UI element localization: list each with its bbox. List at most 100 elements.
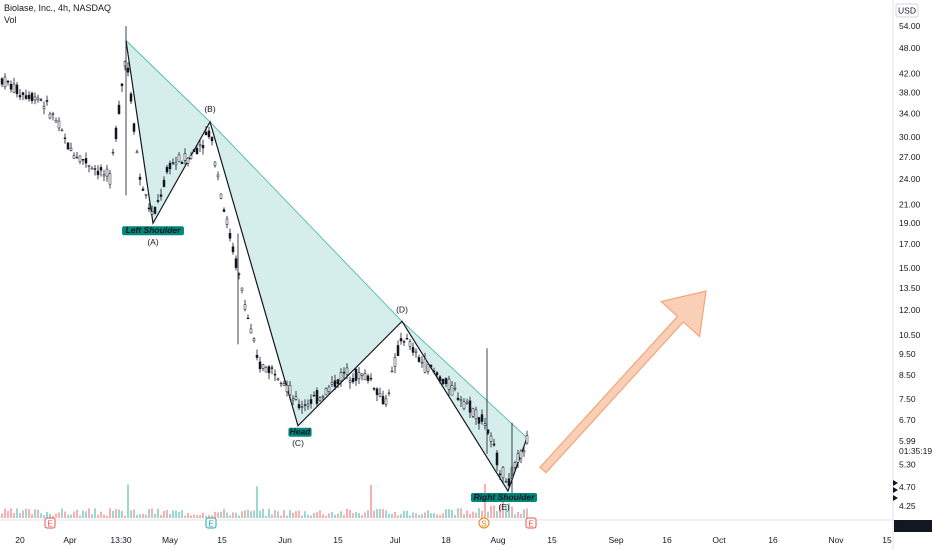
candle-body [270, 367, 274, 369]
pattern-point-label: (A) [147, 237, 159, 247]
volume-bar [181, 510, 183, 518]
volume-bar [343, 514, 345, 518]
axis-marker-icon [893, 480, 898, 486]
event-marker-icon[interactable]: E [205, 517, 217, 529]
candle-body [198, 144, 202, 146]
volume-bar [64, 511, 66, 518]
volume-bar [304, 511, 306, 518]
candle-body [318, 397, 322, 401]
currency-label: USD [898, 6, 916, 16]
candle-body [219, 193, 223, 199]
y-tick-label: 27.00 [899, 152, 921, 162]
candle-body [309, 399, 313, 404]
candle-body [288, 385, 292, 396]
candle-body [327, 386, 331, 392]
candle-body [90, 167, 94, 170]
event-marker-label: E [208, 520, 213, 529]
candle-body [141, 188, 145, 191]
candle-body [357, 372, 361, 380]
candle-body [195, 148, 199, 155]
candle-body [267, 366, 271, 374]
volume-bar [412, 512, 414, 518]
candle-body [393, 357, 397, 368]
candle-body [276, 378, 280, 380]
candle-body [459, 399, 463, 402]
x-tick-label: Nov [828, 535, 844, 545]
currency-selector[interactable] [895, 3, 919, 18]
candle-body [60, 129, 64, 132]
event-marker-icon[interactable]: E [44, 517, 56, 529]
candle-body [411, 347, 415, 353]
candle-body [45, 100, 49, 102]
candle-body [450, 385, 454, 396]
candle-body [174, 162, 178, 166]
candle-body [51, 113, 55, 115]
candle-body [315, 390, 319, 404]
volume-bar [103, 514, 105, 518]
volume-bar [127, 484, 129, 518]
pattern-tag-label: Left Shoulder [126, 225, 181, 235]
event-marker-icon[interactable]: E [525, 517, 537, 529]
volume-bar [472, 511, 474, 518]
volume-bar [241, 511, 243, 518]
candle-body [12, 83, 16, 93]
candle-body [156, 200, 160, 202]
volume-bar [334, 514, 336, 518]
volume-bar [34, 509, 36, 518]
event-marker-shape [525, 517, 537, 529]
candle-body [261, 364, 265, 369]
candle-body [0, 78, 4, 85]
volume-bar [52, 515, 54, 518]
candle-body [414, 350, 418, 353]
candle-body [15, 84, 19, 95]
volume-bar [436, 514, 438, 518]
volume-bar [220, 511, 222, 518]
y-tick-label: 48.00 [899, 43, 921, 53]
volume-bar [508, 503, 510, 518]
volume-bar [379, 508, 381, 518]
volume-bar [370, 484, 372, 518]
volume-bar [82, 510, 84, 518]
volume-bar [301, 515, 303, 518]
candle-body [72, 155, 76, 159]
volume-bar [22, 510, 24, 518]
volume-bar [100, 511, 102, 518]
volume-bar [277, 511, 279, 518]
x-tick-label: Jun [278, 535, 292, 545]
volume-bar [421, 514, 423, 518]
volume-bar [286, 515, 288, 518]
volume-bar [178, 511, 180, 518]
candle-body [3, 76, 7, 88]
volume-bar [310, 515, 312, 518]
y-tick-label: 38.00 [899, 87, 921, 97]
volume-bar [493, 505, 495, 518]
volume-bar [124, 515, 126, 518]
volume-bar [133, 509, 135, 518]
volume-bar [157, 508, 159, 518]
volume-bar [355, 511, 357, 518]
candle-body [279, 382, 283, 385]
candle-body [21, 92, 25, 96]
candle-body [102, 174, 106, 177]
candle-body [345, 367, 349, 376]
currency-box [895, 3, 919, 18]
event-marker-icon[interactable]: S [478, 517, 490, 529]
candle-body [312, 395, 316, 397]
volume-bar [55, 513, 57, 518]
volume-indicator-label[interactable]: Vol [4, 15, 17, 25]
candle-body [48, 113, 52, 119]
volume-bar [322, 514, 324, 518]
candle-body [360, 373, 364, 376]
candle-body [66, 142, 70, 150]
candle-body [210, 136, 214, 142]
volume-bar [496, 511, 498, 518]
x-tick-label: 16 [768, 535, 778, 545]
candle-body [126, 67, 130, 73]
candle-body [105, 168, 109, 177]
volume-bar [268, 508, 270, 518]
candle-body [324, 388, 328, 396]
volume-bar [325, 515, 327, 518]
volume-bars [1, 483, 528, 518]
